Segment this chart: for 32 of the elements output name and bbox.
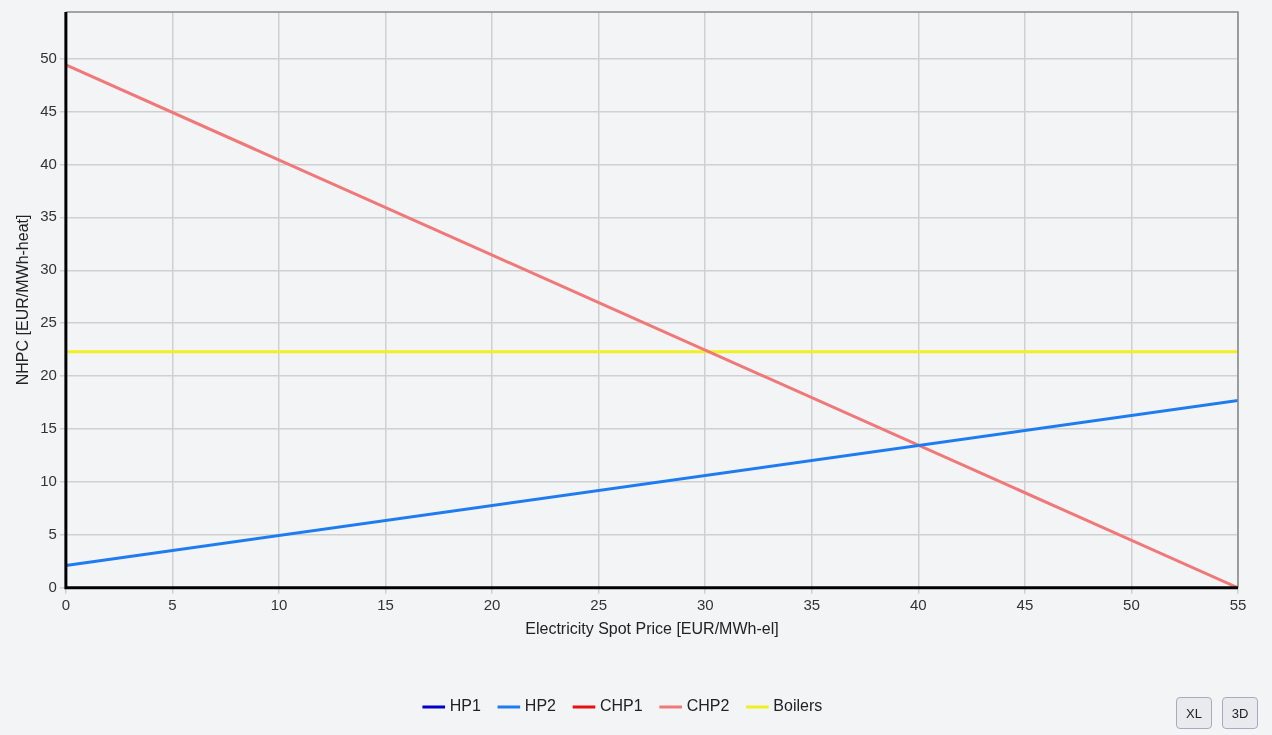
legend-label: HP1 bbox=[449, 697, 481, 715]
x-tick-label: 5 bbox=[168, 595, 177, 613]
x-tick-label: 15 bbox=[377, 595, 394, 613]
y-axis-title: NHPC [EUR/MWh-heat] bbox=[14, 214, 32, 386]
y-tick-label: 40 bbox=[40, 154, 57, 172]
x-tick-label: 0 bbox=[61, 595, 71, 613]
button: XL bbox=[1176, 697, 1212, 729]
y-tick-label: 30 bbox=[40, 260, 57, 278]
legend-label: Boilers bbox=[773, 697, 823, 715]
x-tick-label: 35 bbox=[803, 595, 821, 613]
y-tick-label: 5 bbox=[48, 525, 57, 543]
x-tick-label: 45 bbox=[1016, 595, 1034, 613]
y-tick-label: 50 bbox=[40, 48, 57, 66]
y-tick-label: 45 bbox=[40, 101, 57, 119]
y-tick-label: 25 bbox=[40, 313, 57, 331]
x-tick-label: 10 bbox=[270, 595, 288, 613]
y-tick-label: 15 bbox=[40, 419, 57, 437]
y-tick-label: 35 bbox=[40, 207, 57, 225]
x-tick-label: 30 bbox=[696, 595, 714, 613]
legend-label: HP2 bbox=[524, 697, 557, 715]
y-tick-label: 0 bbox=[48, 577, 57, 595]
x-axis-title: Electricity Spot Price [EUR/MWh-el] bbox=[525, 619, 779, 637]
x-tick-label: 40 bbox=[909, 595, 927, 613]
x-tick-label: 55 bbox=[1229, 595, 1247, 613]
y-tick-label: 10 bbox=[40, 472, 57, 490]
legend-label: CHP1 bbox=[599, 697, 643, 715]
x-tick-label: 20 bbox=[483, 595, 501, 613]
y-tick-label: 20 bbox=[40, 366, 57, 384]
x-tick-label: 50 bbox=[1123, 595, 1140, 613]
button: 3D bbox=[1222, 697, 1258, 729]
x-tick-label: 25 bbox=[590, 595, 608, 613]
legend-label: CHP2 bbox=[686, 697, 730, 715]
